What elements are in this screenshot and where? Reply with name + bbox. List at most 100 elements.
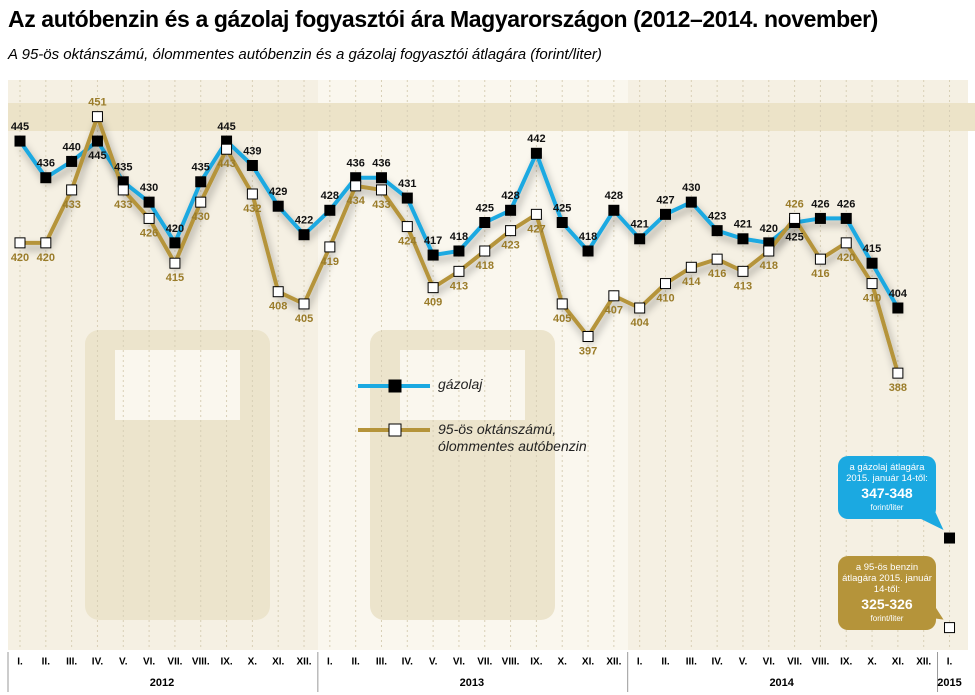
value-label: 423 xyxy=(501,240,519,252)
value-label: 417 xyxy=(424,235,442,247)
callout-text: a gázolaj átlagára 2015. január 14-től: xyxy=(846,462,928,485)
value-label: 421 xyxy=(631,219,649,231)
x-tick-label: VII. xyxy=(477,657,492,668)
value-label: 443 xyxy=(217,158,235,170)
value-label: 388 xyxy=(889,382,907,394)
marker xyxy=(634,233,646,245)
marker xyxy=(892,302,904,314)
legend-marker xyxy=(388,379,402,393)
marker xyxy=(608,290,620,302)
value-label: 435 xyxy=(192,162,210,174)
marker xyxy=(298,298,310,310)
x-tick-label: XII. xyxy=(916,657,931,668)
marker xyxy=(814,253,826,265)
marker xyxy=(789,212,801,224)
marker xyxy=(66,155,78,167)
band xyxy=(8,103,975,131)
x-tick-label: I. xyxy=(327,657,333,668)
legend-marker xyxy=(388,423,402,437)
marker xyxy=(479,217,491,228)
marker xyxy=(117,184,129,196)
value-label: 418 xyxy=(760,260,778,272)
value-label: 420 xyxy=(760,223,778,235)
marker xyxy=(660,208,671,220)
value-label: 430 xyxy=(682,182,700,194)
x-tick-label: I. xyxy=(637,657,643,668)
value-label: 427 xyxy=(527,223,545,235)
value-label: 429 xyxy=(269,186,287,198)
marker xyxy=(556,298,568,310)
value-label: 422 xyxy=(295,215,313,227)
value-label: 416 xyxy=(708,268,726,280)
marker xyxy=(40,172,52,184)
marker xyxy=(375,172,387,184)
value-label: 425 xyxy=(785,231,803,243)
value-label: 426 xyxy=(140,227,158,239)
value-label: 439 xyxy=(243,145,261,157)
marker xyxy=(944,532,956,544)
value-label: 413 xyxy=(734,280,752,292)
x-tick-label: VI. xyxy=(453,657,465,668)
value-label: 445 xyxy=(88,150,106,162)
value-label: 426 xyxy=(811,198,829,210)
value-label: 415 xyxy=(166,272,184,284)
marker xyxy=(660,278,671,290)
callout: a gázolaj átlagára 2015. január 14-től: 3… xyxy=(838,456,936,520)
callout-text: a 95-ös benzin átlagára 2015. január 14-… xyxy=(842,561,932,595)
marker xyxy=(298,229,310,241)
x-tick-label: VI. xyxy=(763,657,775,668)
marker xyxy=(685,261,697,273)
value-label: 424 xyxy=(398,235,417,247)
value-label: 445 xyxy=(11,121,29,133)
value-label: 407 xyxy=(605,305,623,317)
value-label: 420 xyxy=(837,252,855,264)
value-label: 413 xyxy=(450,280,468,292)
marker xyxy=(944,622,956,634)
value-label: 397 xyxy=(579,345,597,357)
marker xyxy=(685,196,697,208)
marker xyxy=(91,135,103,147)
value-label: 426 xyxy=(785,198,803,210)
value-label: 431 xyxy=(398,178,416,190)
marker xyxy=(427,282,439,294)
value-label: 408 xyxy=(269,301,287,313)
x-tick-label: II. xyxy=(42,657,51,668)
value-label: 440 xyxy=(62,141,80,153)
value-label: 419 xyxy=(321,256,339,268)
marker xyxy=(453,245,465,257)
value-label: 428 xyxy=(321,190,339,202)
x-tick-label: II. xyxy=(351,657,360,668)
year-label: 2015 xyxy=(937,677,961,689)
value-label: 435 xyxy=(114,162,132,174)
x-tick-label: IV. xyxy=(402,657,414,668)
marker xyxy=(221,143,233,155)
x-tick-label: IX. xyxy=(220,657,232,668)
value-label: 451 xyxy=(88,97,106,109)
marker xyxy=(66,184,78,196)
marker xyxy=(711,253,723,265)
value-label: 445 xyxy=(217,121,235,133)
value-label: 420 xyxy=(166,223,184,235)
x-tick-label: X. xyxy=(867,657,877,668)
x-tick-label: XI. xyxy=(582,657,594,668)
value-label: 410 xyxy=(863,292,881,304)
year-label: 2014 xyxy=(769,677,794,689)
marker xyxy=(582,245,594,257)
x-tick-label: XI. xyxy=(272,657,284,668)
value-label: 410 xyxy=(656,292,674,304)
marker xyxy=(143,196,155,208)
marker xyxy=(324,204,336,216)
value-label: 409 xyxy=(424,297,442,309)
value-label: 418 xyxy=(476,260,494,272)
marker xyxy=(324,241,336,253)
marker xyxy=(169,237,181,249)
marker xyxy=(556,217,568,228)
value-label: 415 xyxy=(863,243,881,255)
marker xyxy=(195,196,207,208)
year-label: 2012 xyxy=(150,677,174,689)
marker xyxy=(582,331,594,342)
x-tick-label: XI. xyxy=(892,657,904,668)
value-label: 430 xyxy=(140,182,158,194)
value-label: 436 xyxy=(37,158,55,170)
